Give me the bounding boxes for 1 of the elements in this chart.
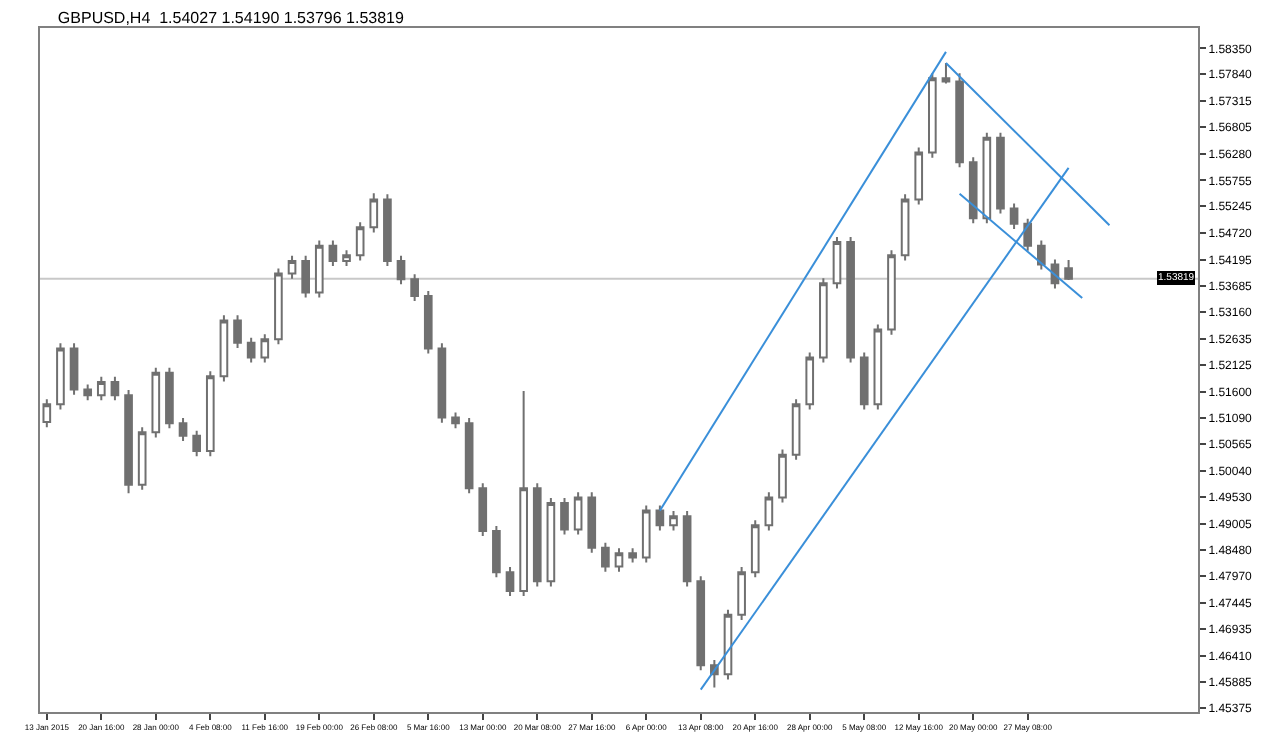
chart-title: GBPUSD,H4 1.54027 1.54190 1.53796 1.53819	[57, 8, 406, 27]
